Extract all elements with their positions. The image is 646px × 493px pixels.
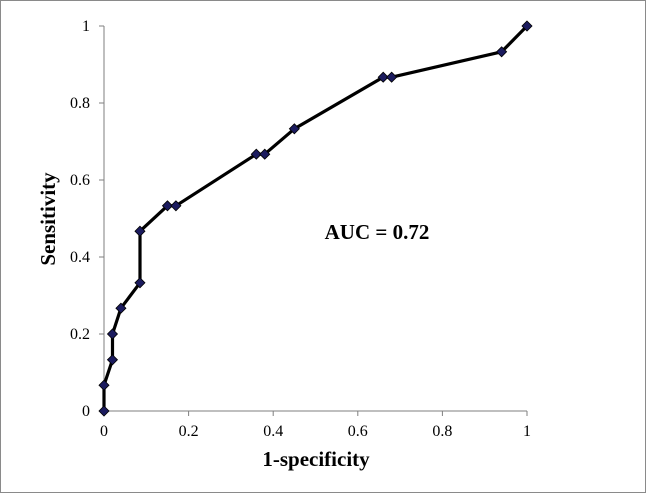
data-point-marker <box>259 148 271 160</box>
data-point-marker <box>170 200 182 212</box>
data-point-marker <box>134 225 146 237</box>
y-tick-label: 0.2 <box>70 326 90 343</box>
roc-curve-line <box>102 24 529 411</box>
data-point-marker <box>106 354 119 366</box>
data-point-marker <box>115 302 127 314</box>
data-point-marker <box>377 71 389 83</box>
data-point-marker <box>134 277 146 289</box>
axes <box>103 26 527 412</box>
x-tick-label: 0 <box>100 423 108 440</box>
series-layer <box>98 20 533 417</box>
data-point-marker <box>521 20 533 32</box>
x-tick-label: 0.2 <box>179 423 199 440</box>
data-point-marker <box>98 405 110 417</box>
y-tick-label: 0.4 <box>70 249 90 266</box>
data-point-marker <box>250 148 262 160</box>
x-tick-label: 1 <box>523 423 531 440</box>
y-axis-title: Sensitivity <box>36 172 60 266</box>
x-tick-label: 0.4 <box>263 423 283 440</box>
auc-annotation: AUC = 0.72 <box>325 220 430 244</box>
x-axis-title: 1-specificity <box>262 447 370 471</box>
data-point-marker <box>496 46 508 58</box>
y-tick-label: 0.6 <box>70 172 90 189</box>
ticks: 0 0.2 0.4 0.6 0.8 1 0 0.2 0.4 0.6 0.8 1 <box>70 18 531 440</box>
y-tick-label: 0.8 <box>70 95 90 112</box>
y-tick-label: 1 <box>82 18 90 35</box>
data-point-marker <box>106 328 119 340</box>
data-point-marker <box>386 71 398 83</box>
y-tick-label: 0 <box>82 403 90 420</box>
data-point-marker <box>98 379 110 391</box>
x-tick-label: 0.8 <box>432 423 452 440</box>
data-point-marker <box>288 123 300 135</box>
x-tick-label: 0.6 <box>348 423 368 440</box>
data-point-marker <box>161 200 174 212</box>
